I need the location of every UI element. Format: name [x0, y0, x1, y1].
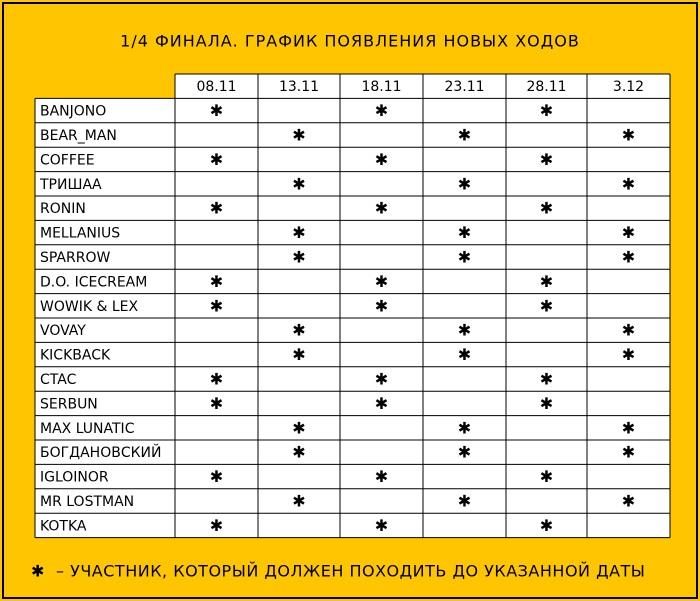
cell-mark: ✱: [210, 199, 223, 218]
cell-mark: ✱: [540, 394, 553, 413]
cell-mark: ✱: [458, 223, 471, 242]
row-name: CTAC: [40, 372, 77, 388]
cell-mark: ✱: [540, 467, 553, 486]
cell-mark: ✱: [375, 150, 388, 169]
cell-mark: ✱: [210, 150, 223, 169]
cell-mark: ✱: [458, 126, 471, 145]
cell-mark: ✱: [458, 248, 471, 267]
cell-mark: ✱: [210, 516, 223, 535]
cell-mark: ✱: [292, 443, 305, 462]
row-name: SERBUN: [40, 396, 98, 412]
column-header: 23.11: [444, 79, 484, 95]
row-name: MELLANIUS: [40, 226, 120, 242]
cell-mark: ✱: [292, 223, 305, 242]
cell-mark: ✱: [375, 199, 388, 218]
row-name: KICKBACK: [40, 348, 111, 364]
cell-mark: ✱: [540, 150, 553, 169]
cell-mark: ✱: [375, 296, 388, 315]
cell-mark: ✱: [622, 345, 635, 364]
cell-mark: ✱: [292, 345, 305, 364]
cell-mark: ✱: [210, 394, 223, 413]
cell-mark: ✱: [622, 174, 635, 193]
cell-mark: ✱: [540, 296, 553, 315]
column-header: 28.11: [526, 79, 566, 95]
cell-mark: ✱: [458, 418, 471, 437]
cell-mark: ✱: [540, 101, 553, 120]
row-name: D.O. ICECREAM: [40, 274, 147, 290]
cell-mark: ✱: [622, 248, 635, 267]
column-header: 18.11: [361, 79, 401, 95]
column-header: 13.11: [279, 79, 319, 95]
cell-mark: ✱: [375, 272, 388, 291]
legend-text: – УЧАСТНИК, КОТОРЫЙ ДОЛЖЕН ПОХОДИТЬ ДО У…: [56, 562, 645, 581]
cell-mark: ✱: [292, 248, 305, 267]
cell-mark: ✱: [458, 443, 471, 462]
row-name: MR LOSTMAN: [40, 494, 134, 510]
cell-mark: ✱: [292, 492, 305, 511]
row-name: SPARROW: [40, 250, 110, 266]
cell-mark: ✱: [540, 199, 553, 218]
table: 08.11 13.11 18.11 23.11 28.11 3.12 BANJONO ✱ ✱ ✱ B…: [34, 73, 671, 539]
cell-mark: ✱: [210, 296, 223, 315]
cell-mark: ✱: [375, 370, 388, 389]
cell-mark: ✱: [375, 467, 388, 486]
row-name: COFFEE: [40, 152, 95, 168]
row-name: BEAR_MAN: [40, 128, 117, 144]
title: 1/4 ФИНАЛА. ГРАФИК ПОЯВЛЕНИЯ НОВЫХ ХОДОВ: [120, 32, 580, 51]
cell-mark: ✱: [622, 443, 635, 462]
cell-mark: ✱: [622, 223, 635, 242]
cell-mark: ✱: [622, 321, 635, 340]
legend-symbol: ✱: [31, 562, 45, 581]
row-name: BANJONO: [40, 104, 106, 120]
cell-mark: ✱: [210, 467, 223, 486]
cell-mark: ✱: [622, 418, 635, 437]
row-name: MAX LUNATIC: [40, 421, 135, 437]
cell-mark: ✱: [458, 492, 471, 511]
column-header: 3.12: [613, 79, 644, 95]
row-name: RONIN: [40, 201, 86, 217]
cell-mark: ✱: [210, 272, 223, 291]
cell-mark: ✱: [292, 174, 305, 193]
cell-mark: ✱: [292, 321, 305, 340]
cell-mark: ✱: [210, 101, 223, 120]
cell-mark: ✱: [540, 516, 553, 535]
cell-mark: ✱: [375, 394, 388, 413]
cell-mark: ✱: [458, 321, 471, 340]
cell-mark: ✱: [540, 370, 553, 389]
cell-mark: ✱: [210, 370, 223, 389]
row-name: БОГДАНОВСКИЙ: [40, 443, 162, 461]
cell-mark: ✱: [540, 272, 553, 291]
row-name: WOWIK & LEX: [40, 299, 138, 315]
cell-mark: ✱: [292, 418, 305, 437]
cell-mark: ✱: [458, 174, 471, 193]
cell-mark: ✱: [622, 492, 635, 511]
row-name: IGLOINOR: [40, 470, 109, 486]
cell-mark: ✱: [292, 126, 305, 145]
cell-mark: ✱: [622, 126, 635, 145]
row-name: KOTKA: [40, 518, 87, 534]
cell-mark: ✱: [458, 345, 471, 364]
cell-mark: ✱: [375, 101, 388, 120]
cell-mark: ✱: [375, 516, 388, 535]
row-name: VOVAY: [40, 323, 86, 339]
row-name: ТРИШАА: [39, 177, 102, 193]
column-header: 08.11: [196, 79, 236, 95]
